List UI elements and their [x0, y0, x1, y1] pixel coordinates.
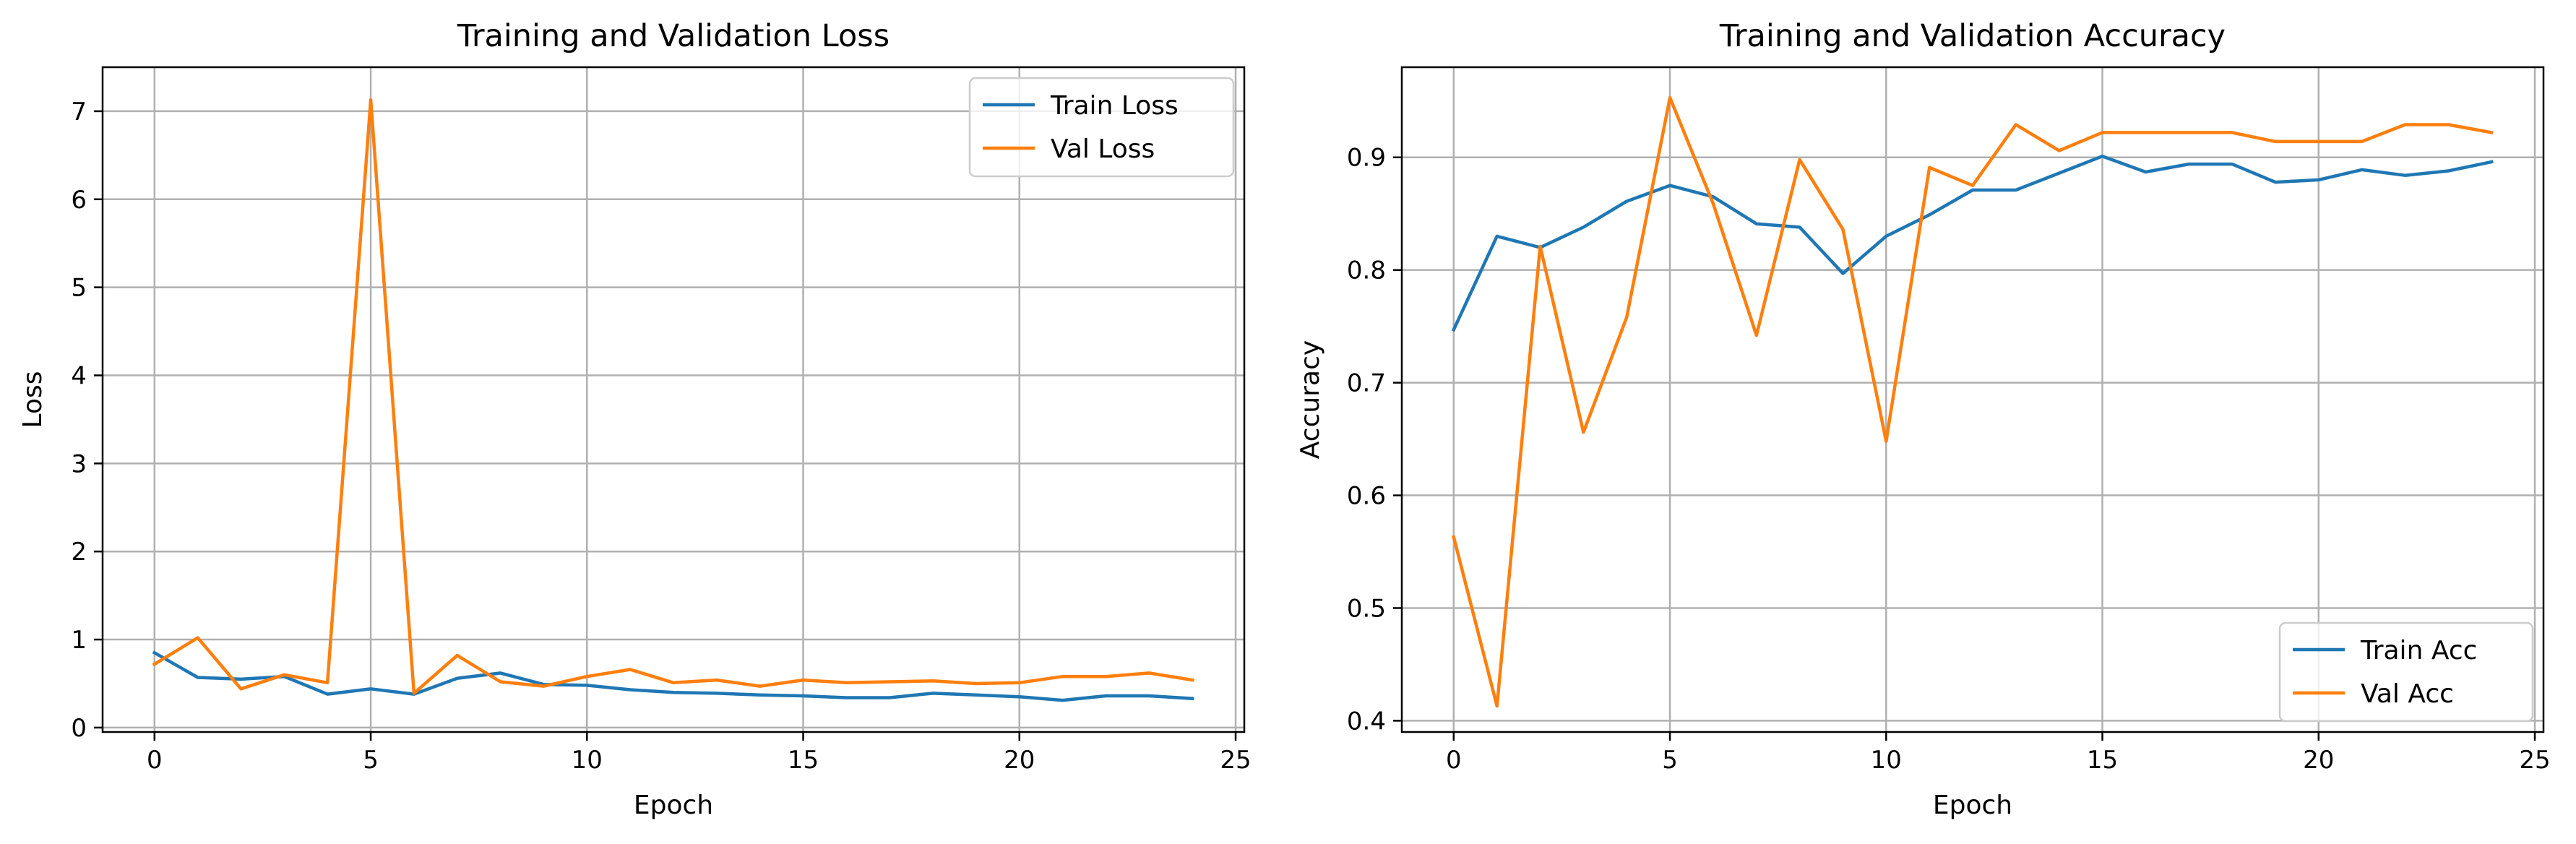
- x-tick-label: 20: [1004, 746, 1035, 775]
- x-tick-label: 25: [1220, 746, 1251, 775]
- chart-accuracy: 0 5 10 15 20 25 0.4 0.5 0.6 0.7 0.8 0.9 Training and…: [1296, 18, 2551, 820]
- axes-frame: [1400, 66, 2545, 733]
- x-tick-label: 20: [2303, 746, 2334, 775]
- legend-label: Train Loss: [1050, 91, 1179, 121]
- chart-title: Training and Validation Loss: [457, 18, 889, 54]
- x-tick-label: 10: [1871, 746, 1902, 775]
- x-tick-label: 25: [2519, 746, 2550, 775]
- y-tick-label: 7: [71, 98, 87, 126]
- series-line-train-acc: [1451, 154, 2494, 332]
- y-tick-label: 0.7: [1347, 369, 1386, 398]
- x-tick-label: 0: [1446, 746, 1462, 775]
- y-tick-label: 1: [71, 626, 87, 655]
- x-tick-label: 15: [788, 746, 819, 775]
- y-tick-label: 0.8: [1347, 257, 1386, 285]
- series-line-val-acc: [1452, 95, 2494, 708]
- x-tick-label: 5: [1662, 746, 1678, 775]
- series-line-train-loss: [152, 650, 1194, 702]
- legend-label: Train Acc: [2360, 636, 2477, 666]
- x-axis-label: Epoch: [1933, 791, 2012, 820]
- y-tick-label: 6: [71, 186, 87, 215]
- axes-frame: [101, 66, 1246, 733]
- x-tick-label: 15: [2087, 746, 2118, 775]
- y-axis-label: Loss: [18, 371, 48, 429]
- legend-frame: [2278, 621, 2534, 723]
- legend: Train Acc Val Acc: [2278, 621, 2534, 723]
- y-tick-label: 3: [71, 449, 87, 478]
- x-axis-label: Epoch: [634, 791, 713, 820]
- y-tick-label: 0.9: [1347, 144, 1386, 173]
- y-tick-label: 0.6: [1347, 482, 1386, 511]
- x-tick-label: 5: [363, 746, 379, 775]
- legend: Train Loss Val Loss: [968, 77, 1235, 178]
- y-tick-label: 0: [71, 714, 87, 743]
- y-tick-label: 0.4: [1347, 707, 1386, 736]
- chart-title: Training and Validation Accuracy: [1719, 18, 2226, 54]
- y-axis-label: Accuracy: [1296, 340, 1325, 459]
- x-tick-label: 0: [147, 746, 163, 775]
- y-tick-label: 0.5: [1347, 594, 1386, 623]
- legend-frame: [968, 77, 1235, 178]
- x-tick-label: 10: [572, 746, 603, 775]
- y-tick-label: 2: [71, 538, 87, 567]
- y-tick-label: 5: [71, 274, 87, 303]
- y-tick-label: 4: [71, 361, 87, 390]
- series-line-val-loss: [152, 98, 1194, 695]
- legend-label: Val Loss: [1051, 134, 1155, 164]
- chart-loss: 0 5 10 15 20 25 0 1 2 3 4 5 6 7 Training and Validatio…: [18, 18, 1252, 820]
- legend-label: Val Acc: [2361, 679, 2454, 709]
